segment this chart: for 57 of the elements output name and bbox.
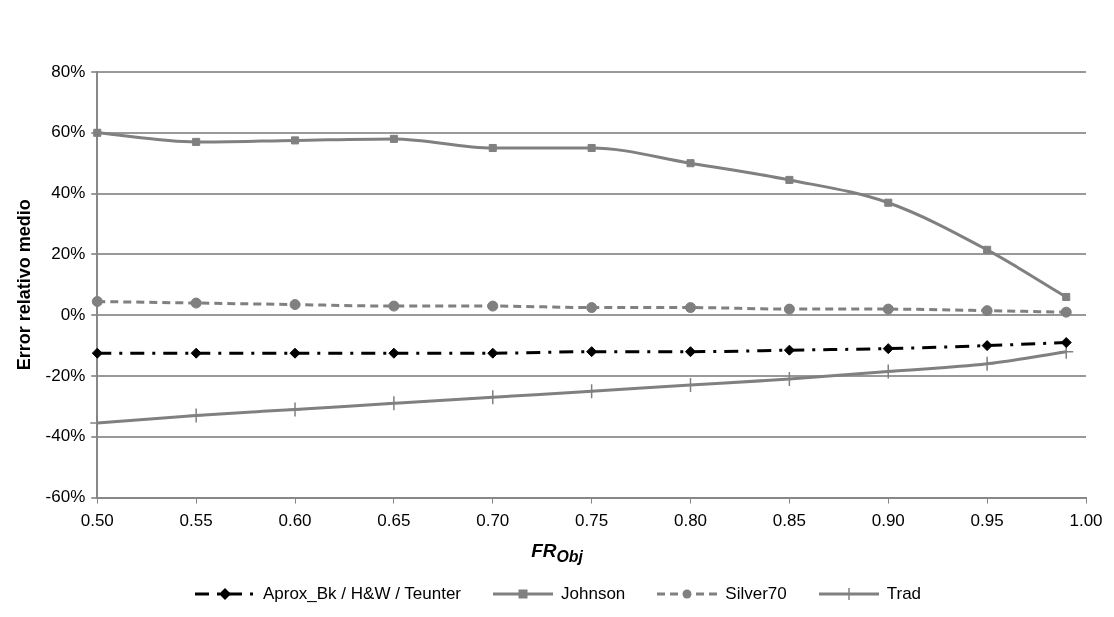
- point: [1060, 306, 1072, 318]
- point: [287, 401, 303, 418]
- point: [289, 347, 301, 359]
- x-tick-label: 0.90: [871, 511, 905, 531]
- x-tick-label: 0.60: [278, 511, 312, 531]
- x-tick-label: 1.00: [1069, 511, 1103, 531]
- point: [983, 245, 992, 254]
- point: [1060, 337, 1072, 349]
- point: [289, 299, 301, 311]
- point: [882, 303, 894, 315]
- x-tick-label: 0.85: [772, 511, 806, 531]
- x-tick-label: 0.65: [377, 511, 411, 531]
- legend-label: Silver70: [725, 584, 787, 604]
- x-tick-label: 0.75: [575, 511, 609, 531]
- point: [91, 347, 103, 359]
- point: [981, 305, 993, 317]
- y-tick-label: 20%: [51, 244, 86, 264]
- x-tick-label: 0.70: [476, 511, 510, 531]
- point: [981, 340, 993, 352]
- x-tick-label: 0.55: [179, 511, 213, 531]
- point: [685, 302, 697, 314]
- point: [487, 300, 499, 312]
- y-tick-label: 80%: [51, 61, 86, 81]
- point: [388, 347, 400, 359]
- point: [488, 143, 497, 153]
- point: [188, 407, 204, 424]
- y-tick-label: -20%: [45, 365, 86, 385]
- point: [880, 363, 897, 380]
- x-tick-label: 0.50: [80, 511, 114, 531]
- point: [884, 198, 893, 207]
- x-tick-label: 0.95: [970, 511, 1004, 531]
- point: [1062, 292, 1071, 301]
- point: [586, 302, 598, 314]
- point: [190, 297, 202, 309]
- point: [91, 296, 103, 308]
- legend-label: Aprox_Bk / H&W / Teunter: [262, 584, 462, 604]
- y-tick-label: -60%: [45, 487, 86, 507]
- point: [388, 300, 400, 312]
- x-tick-label: 0.80: [673, 511, 708, 531]
- point: [192, 137, 201, 146]
- point: [686, 159, 695, 168]
- x-axis-title: FR$_{Obj}$: [530, 540, 584, 566]
- legend-label: Johnson: [561, 584, 626, 604]
- point: [783, 303, 795, 315]
- point: [882, 343, 894, 355]
- point: [783, 344, 795, 356]
- point: [290, 136, 300, 145]
- point: [389, 134, 398, 143]
- y-tick-label: -40%: [45, 426, 86, 446]
- y-tick-label: 0%: [60, 304, 86, 324]
- y-tick-label: 60%: [51, 122, 86, 142]
- point: [190, 347, 202, 359]
- legend-label: Trad: [886, 584, 922, 604]
- y-axis-title: Error relativo medio: [13, 199, 34, 371]
- point: [785, 175, 794, 184]
- y-tick-label: 40%: [51, 183, 86, 203]
- point: [587, 143, 596, 153]
